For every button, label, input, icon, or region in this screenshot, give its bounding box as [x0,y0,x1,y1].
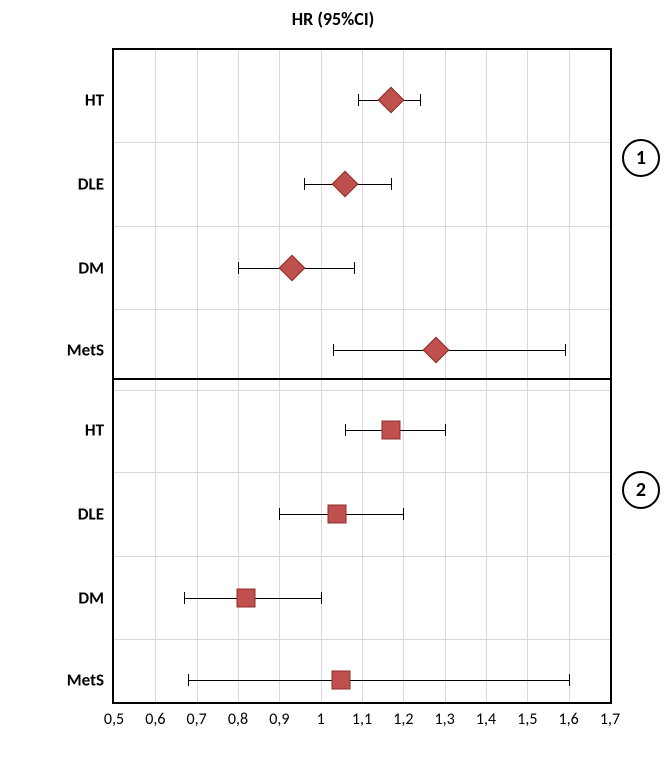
error-bar-cap [188,674,189,686]
diamond-marker [377,87,404,114]
error-bar-cap [420,94,421,106]
panel-divider [114,378,610,380]
gridline-v [321,50,322,702]
gridline-v [197,50,198,702]
error-bar-cap [403,508,404,520]
x-tick-label: 1 [317,710,325,729]
y-category-label: HT [85,420,104,441]
error-bar-cap [333,344,334,356]
x-tick-label: 1,1 [352,710,372,729]
plot-area: 0,50,60,70,80,911,11,21,31,41,51,61,7HTD… [112,48,612,704]
square-marker [328,505,347,524]
diamond-marker [332,171,359,198]
error-bar [188,680,568,681]
chart-title: HR (95%CI) [0,8,666,30]
gridline-v [527,50,528,702]
x-tick-label: 1,3 [435,710,455,729]
x-tick-label: 1,2 [393,710,413,729]
x-tick-label: 1,6 [559,710,579,729]
error-bar-cap [184,592,185,604]
y-category-label: DLE [78,174,104,195]
panel-badge: 2 [622,471,660,509]
y-category-label: DM [78,258,104,279]
gridline-h [114,472,610,473]
y-category-label: DM [78,588,104,609]
y-category-label: MetS [67,340,104,361]
error-bar-cap [321,592,322,604]
x-tick-label: 0,5 [104,710,124,729]
gridline-h [114,226,610,227]
x-tick-label: 0,6 [145,710,165,729]
error-bar-cap [358,94,359,106]
square-marker [332,671,351,690]
gridline-v [403,50,404,702]
error-bar-cap [354,262,355,274]
diamond-marker [423,337,450,364]
error-bar-cap [238,262,239,274]
y-category-label: HT [85,90,104,111]
error-bar-cap [279,508,280,520]
gridline-h [114,309,610,310]
error-bar-cap [345,424,346,436]
gridline-h [114,556,610,557]
gridline-v [362,50,363,702]
x-tick-label: 0,8 [228,710,248,729]
gridline-h [114,639,610,640]
square-marker [381,421,400,440]
gridline-v [279,50,280,702]
square-marker [237,589,256,608]
gridline-h [114,390,610,391]
gridline-h [114,142,610,143]
y-category-label: DLE [78,504,104,525]
error-bar-cap [391,178,392,190]
error-bar-cap [569,674,570,686]
gridline-v [486,50,487,702]
x-tick-label: 0,7 [187,710,207,729]
x-tick-label: 1,7 [600,710,620,729]
gridline-v [569,50,570,702]
gridline-v [155,50,156,702]
error-bar-cap [445,424,446,436]
x-tick-label: 1,5 [517,710,537,729]
error-bar-cap [304,178,305,190]
panel-badge: 1 [622,139,660,177]
error-bar-cap [565,344,566,356]
gridline-v [445,50,446,702]
y-category-label: MetS [67,670,104,691]
x-tick-label: 1,4 [476,710,496,729]
diamond-marker [278,255,305,282]
x-tick-label: 0,9 [269,710,289,729]
